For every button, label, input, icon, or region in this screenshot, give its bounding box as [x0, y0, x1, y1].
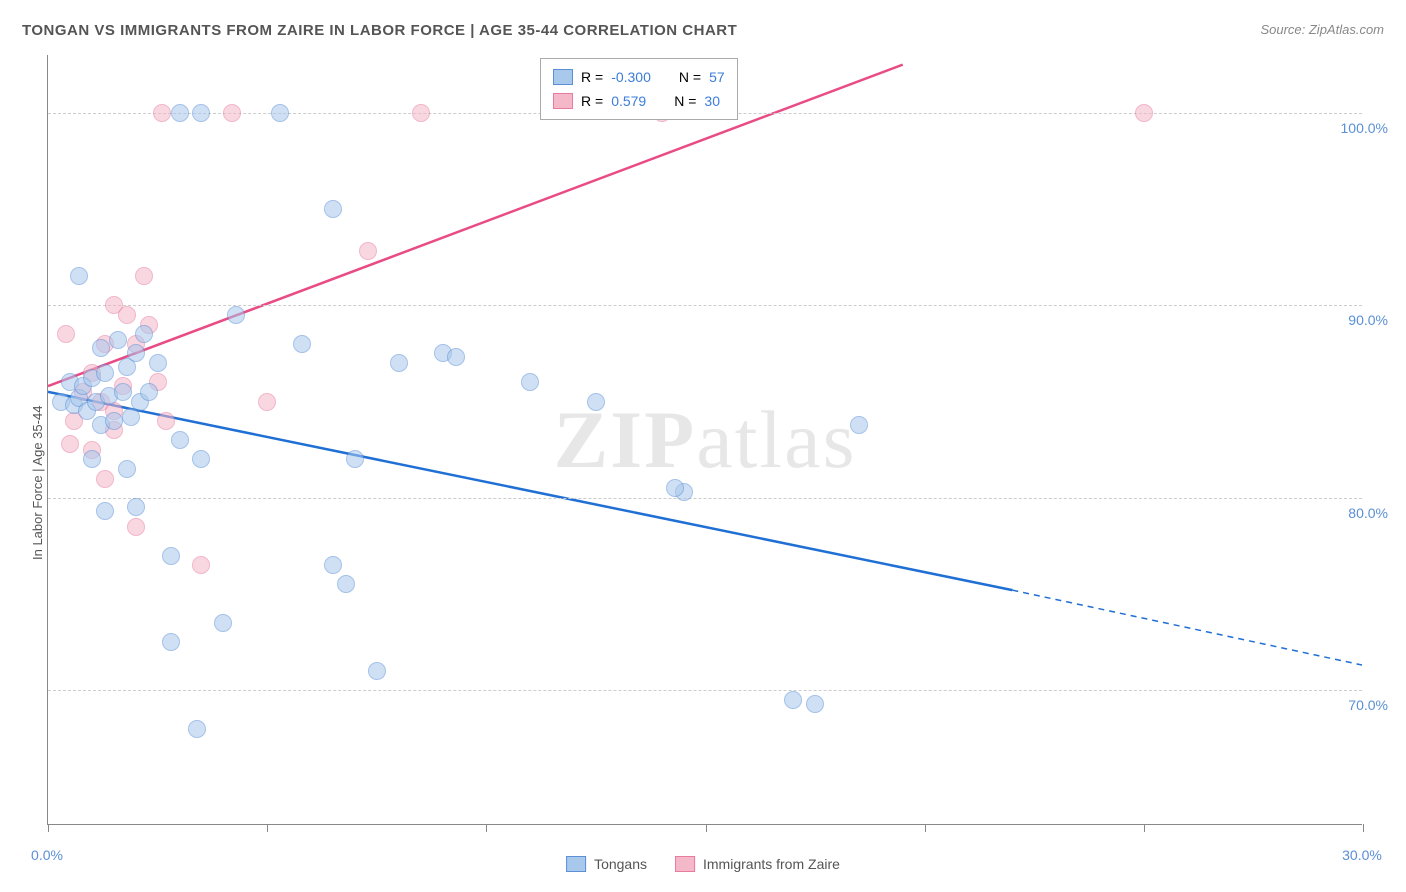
- data-point: [118, 460, 136, 478]
- data-point: [122, 408, 140, 426]
- swatch-tongans: [566, 856, 586, 872]
- x-tick: [48, 824, 49, 832]
- y-axis-label: In Labor Force | Age 35-44: [30, 406, 45, 560]
- data-point: [227, 306, 245, 324]
- data-point: [337, 575, 355, 593]
- trend-lines: [48, 55, 1362, 824]
- data-point: [83, 450, 101, 468]
- y-tick-label: 70.0%: [1348, 697, 1388, 713]
- data-point: [127, 518, 145, 536]
- x-tick: [267, 824, 268, 832]
- data-point: [324, 200, 342, 218]
- data-point: [521, 373, 539, 391]
- chart-title: TONGAN VS IMMIGRANTS FROM ZAIRE IN LABOR…: [22, 22, 737, 39]
- data-point: [70, 267, 88, 285]
- data-point: [57, 325, 75, 343]
- data-point: [214, 614, 232, 632]
- grid-line: [48, 690, 1362, 691]
- chart-container: TONGAN VS IMMIGRANTS FROM ZAIRE IN LABOR…: [0, 0, 1406, 892]
- data-point: [359, 242, 377, 260]
- legend-label-zaire: Immigrants from Zaire: [703, 856, 840, 872]
- data-point: [587, 393, 605, 411]
- data-point: [153, 104, 171, 122]
- data-point: [192, 556, 210, 574]
- x-tick: [706, 824, 707, 832]
- x-tick: [1144, 824, 1145, 832]
- n-label: N =: [674, 89, 696, 113]
- data-point: [188, 720, 206, 738]
- data-point: [135, 267, 153, 285]
- data-point: [192, 104, 210, 122]
- r-label: R =: [581, 89, 603, 113]
- data-point: [127, 498, 145, 516]
- data-point: [850, 416, 868, 434]
- n-value-tongans: 57: [709, 65, 725, 89]
- data-point: [271, 104, 289, 122]
- legend-label-tongans: Tongans: [594, 856, 647, 872]
- r-value-tongans: -0.300: [611, 65, 651, 89]
- data-point: [806, 695, 824, 713]
- data-point: [157, 412, 175, 430]
- x-tick-label: 30.0%: [1342, 847, 1382, 863]
- data-point: [1135, 104, 1153, 122]
- data-point: [92, 339, 110, 357]
- plot-area: ZIPatlas: [47, 55, 1362, 825]
- y-tick-label: 80.0%: [1348, 505, 1388, 521]
- x-tick-label: 0.0%: [31, 847, 63, 863]
- data-point: [118, 306, 136, 324]
- grid-line: [48, 305, 1362, 306]
- n-label: N =: [679, 65, 701, 89]
- series-legend: Tongans Immigrants from Zaire: [566, 856, 840, 872]
- data-point: [784, 691, 802, 709]
- r-value-zaire: 0.579: [611, 89, 646, 113]
- data-point: [127, 344, 145, 362]
- legend-row-tongans: R = -0.300 N = 57: [553, 65, 725, 89]
- data-point: [140, 383, 158, 401]
- n-value-zaire: 30: [704, 89, 720, 113]
- data-point: [447, 348, 465, 366]
- correlation-legend: R = -0.300 N = 57 R = 0.579 N = 30: [540, 58, 738, 120]
- x-tick: [486, 824, 487, 832]
- data-point: [223, 104, 241, 122]
- data-point: [666, 479, 684, 497]
- data-point: [368, 662, 386, 680]
- data-point: [96, 470, 114, 488]
- x-tick: [925, 824, 926, 832]
- data-point: [96, 502, 114, 520]
- data-point: [293, 335, 311, 353]
- data-point: [114, 383, 132, 401]
- data-point: [135, 325, 153, 343]
- data-point: [171, 431, 189, 449]
- data-point: [258, 393, 276, 411]
- data-point: [109, 331, 127, 349]
- swatch-zaire: [675, 856, 695, 872]
- legend-item-tongans: Tongans: [566, 856, 647, 872]
- r-label: R =: [581, 65, 603, 89]
- data-point: [390, 354, 408, 372]
- y-tick-label: 100.0%: [1341, 120, 1388, 136]
- legend-row-zaire: R = 0.579 N = 30: [553, 89, 725, 113]
- source-label: Source: ZipAtlas.com: [1260, 22, 1384, 37]
- legend-item-zaire: Immigrants from Zaire: [675, 856, 840, 872]
- data-point: [96, 364, 114, 382]
- swatch-zaire: [553, 93, 573, 109]
- data-point: [346, 450, 364, 468]
- data-point: [324, 556, 342, 574]
- grid-line: [48, 498, 1362, 499]
- x-tick: [1363, 824, 1364, 832]
- data-point: [162, 547, 180, 565]
- data-point: [61, 435, 79, 453]
- data-point: [171, 104, 189, 122]
- data-point: [149, 354, 167, 372]
- swatch-tongans: [553, 69, 573, 85]
- y-tick-label: 90.0%: [1348, 312, 1388, 328]
- data-point: [162, 633, 180, 651]
- data-point: [105, 412, 123, 430]
- data-point: [412, 104, 430, 122]
- data-point: [192, 450, 210, 468]
